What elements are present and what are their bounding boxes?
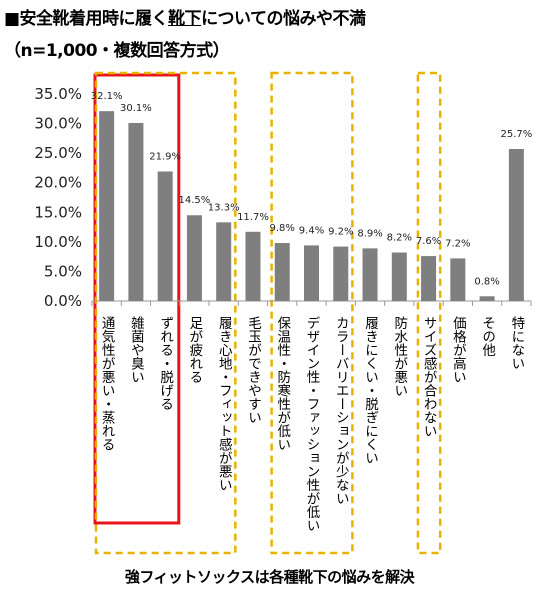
bar [450, 258, 466, 301]
y-tick-label: 15.0% [34, 203, 82, 221]
category-label: 保温性・防寒性が低い [274, 316, 291, 451]
data-label: 21.9% [149, 151, 181, 162]
chart-subtitle: （n=1,000・複数回答方式） [4, 41, 230, 61]
category-label: 特にない [508, 316, 525, 370]
y-tick-label: 25.0% [34, 144, 82, 162]
bar [128, 122, 144, 301]
category-label: 防水性が悪い [391, 316, 408, 397]
y-tick-label: 30.0% [34, 115, 82, 133]
category-label: サイズ感が合わない [421, 316, 438, 438]
data-label: 13.3% [208, 202, 240, 213]
y-tick-label: 0.0% [44, 292, 82, 310]
category-label: 足が疲れる [186, 316, 203, 384]
chart-footer: 強フィットソックスは各種靴下の悩みを解決 [124, 568, 415, 586]
bar [508, 149, 524, 301]
highlight-box-3 [270, 71, 354, 555]
category-label: 毛玉ができやすい [245, 316, 262, 424]
y-tick-label: 10.0% [34, 233, 82, 251]
bar [186, 215, 202, 301]
category-label: ずれる・脱げる [157, 316, 174, 411]
category-label: その他 [479, 316, 496, 358]
data-label: 0.8% [474, 276, 499, 287]
data-label: 9.8% [270, 223, 295, 234]
bar [391, 252, 407, 301]
data-label: 7.6% [416, 236, 441, 247]
chart-title-suffix: についての悩みや不満 [201, 9, 366, 29]
chart-title-prefix: ■安全靴着用時に履く [4, 9, 169, 29]
data-label: 9.2% [328, 227, 353, 238]
category-label: カラーバリエーションが少ない [333, 316, 350, 505]
data-label: 11.7% [237, 212, 269, 223]
data-label: 25.7% [500, 129, 532, 140]
data-label: 8.2% [387, 233, 412, 244]
data-label: 32.1% [91, 91, 123, 102]
bar [245, 231, 261, 301]
y-tick-label: 35.0% [34, 85, 82, 103]
bar [304, 245, 319, 301]
category-label: 雑菌や臭い [128, 316, 145, 384]
bar [216, 222, 232, 301]
data-label: 8.9% [357, 228, 382, 239]
data-label: 14.5% [179, 195, 211, 206]
bar [479, 296, 495, 301]
data-label: 9.4% [299, 225, 324, 236]
data-label: 30.1% [120, 103, 152, 114]
bar [333, 246, 349, 301]
category-label: 履きにくい・脱ぎにくい [362, 316, 379, 465]
bar [274, 243, 290, 301]
bar [362, 248, 378, 301]
y-tick-label: 20.0% [34, 174, 82, 192]
data-label: 7.2% [445, 238, 470, 249]
bar [99, 111, 115, 301]
category-label: 履き心地・フィット感が悪い [216, 316, 233, 492]
y-tick-label: 5.0% [44, 262, 82, 280]
bar [157, 171, 173, 301]
chart-title-underlined: 靴下 [168, 9, 202, 29]
category-label: 通気性が悪い・蒸れる [99, 316, 116, 451]
chart-title: ■安全靴着用時に履く靴下についての悩みや不満 [4, 4, 366, 29]
bar [421, 256, 437, 301]
highlight-box-2 [94, 71, 237, 555]
category-label: デザイン性・ファッション性が低い [304, 316, 321, 532]
highlight-box-4 [416, 71, 442, 555]
category-label: 価格が高い [450, 316, 467, 384]
